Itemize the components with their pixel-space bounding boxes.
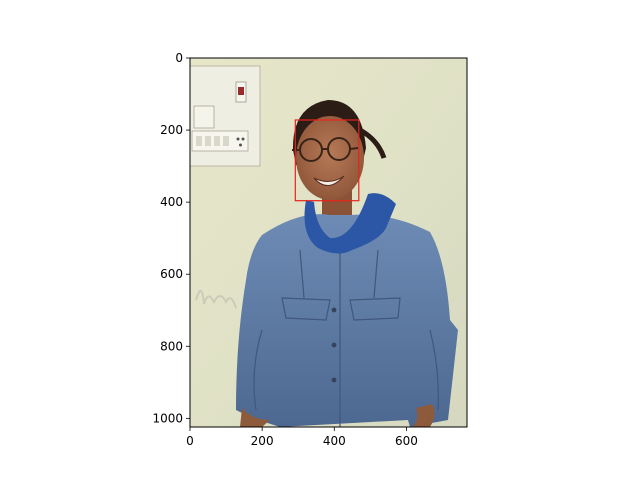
x-axis: 0 200 400 600 xyxy=(186,427,418,448)
y-tick-label: 200 xyxy=(160,123,183,137)
x-tick-label: 400 xyxy=(323,434,346,448)
face-detection-box xyxy=(294,119,360,202)
face xyxy=(296,116,364,200)
right-hand xyxy=(412,404,435,427)
left-hand xyxy=(240,408,270,427)
denim-jacket xyxy=(236,214,458,427)
y-tick-label: 600 xyxy=(160,267,183,281)
y-tick-label: 0 xyxy=(175,51,183,65)
axes-frame xyxy=(189,57,468,428)
y-tick-label: 400 xyxy=(160,195,183,209)
y-tick-label: 1000 xyxy=(152,411,183,425)
y-tick-label: 800 xyxy=(160,339,183,353)
switchboard xyxy=(190,65,261,167)
glasses xyxy=(292,137,359,162)
x-tick-label: 200 xyxy=(251,434,274,448)
hoodie xyxy=(304,193,396,254)
x-tick-label: 600 xyxy=(395,434,418,448)
y-axis: 0 200 400 600 800 1000 xyxy=(152,51,190,425)
wall-scribble xyxy=(195,290,237,309)
jacket-buttons xyxy=(331,307,337,383)
smile xyxy=(313,175,345,186)
x-tick-label: 0 xyxy=(186,434,194,448)
photo xyxy=(190,58,467,427)
jacket-details xyxy=(253,245,439,427)
